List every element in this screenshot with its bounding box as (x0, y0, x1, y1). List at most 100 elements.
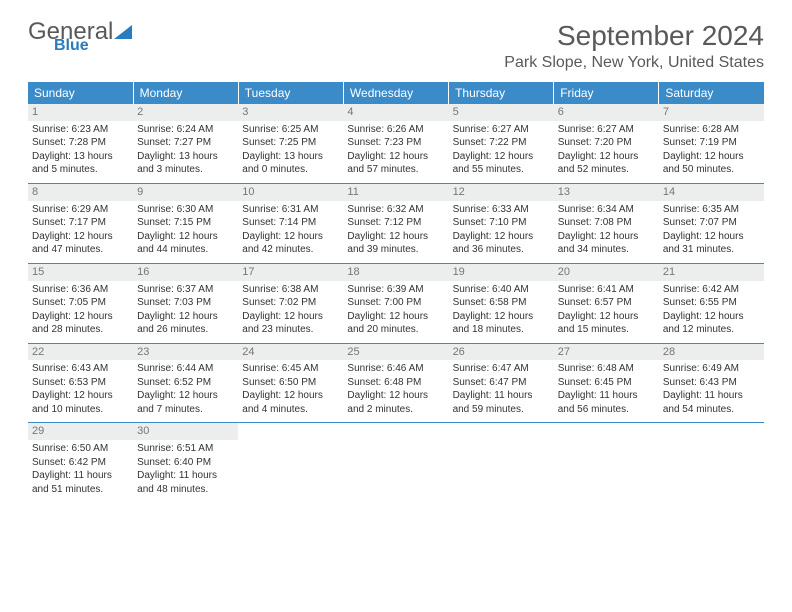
day-number: 4 (343, 104, 448, 121)
calendar-table: SundayMondayTuesdayWednesdayThursdayFrid… (28, 82, 764, 502)
day-d1: Daylight: 12 hours (663, 310, 760, 324)
day-sr: Sunrise: 6:27 AM (558, 123, 655, 137)
title-block: September 2024 Park Slope, New York, Uni… (504, 20, 764, 72)
day-number: 25 (343, 344, 448, 361)
day-number: 12 (449, 184, 554, 201)
day-d1: Daylight: 12 hours (137, 389, 234, 403)
day-header: Tuesday (238, 82, 343, 104)
day-d2: and 10 minutes. (32, 403, 129, 417)
day-ss: Sunset: 7:17 PM (32, 216, 129, 230)
day-details: Sunrise: 6:30 AMSunset: 7:15 PMDaylight:… (137, 203, 234, 257)
day-number: 8 (28, 184, 133, 201)
day-d2: and 31 minutes. (663, 243, 760, 257)
day-ss: Sunset: 7:25 PM (242, 136, 339, 150)
calendar-cell: 18Sunrise: 6:39 AMSunset: 7:00 PMDayligh… (343, 263, 448, 343)
day-details: Sunrise: 6:51 AMSunset: 6:40 PMDaylight:… (137, 442, 234, 496)
header: General Blue September 2024 Park Slope, … (28, 20, 764, 72)
calendar-cell-empty (238, 423, 343, 502)
day-d1: Daylight: 12 hours (32, 230, 129, 244)
day-details: Sunrise: 6:45 AMSunset: 6:50 PMDaylight:… (242, 362, 339, 416)
day-d1: Daylight: 12 hours (347, 389, 444, 403)
day-d1: Daylight: 11 hours (453, 389, 550, 403)
day-sr: Sunrise: 6:51 AM (137, 442, 234, 456)
day-d1: Daylight: 12 hours (558, 150, 655, 164)
day-ss: Sunset: 7:20 PM (558, 136, 655, 150)
day-ss: Sunset: 6:52 PM (137, 376, 234, 390)
day-ss: Sunset: 7:12 PM (347, 216, 444, 230)
day-details: Sunrise: 6:43 AMSunset: 6:53 PMDaylight:… (32, 362, 129, 416)
day-header: Wednesday (343, 82, 448, 104)
day-ss: Sunset: 6:55 PM (663, 296, 760, 310)
calendar-cell: 6 Sunrise: 6:27 AMSunset: 7:20 PMDaylight… (554, 104, 659, 183)
calendar-cell: 28Sunrise: 6:49 AMSunset: 6:43 PMDayligh… (659, 343, 764, 423)
day-ss: Sunset: 7:22 PM (453, 136, 550, 150)
day-d2: and 36 minutes. (453, 243, 550, 257)
day-d1: Daylight: 11 hours (663, 389, 760, 403)
day-sr: Sunrise: 6:43 AM (32, 362, 129, 376)
day-d2: and 5 minutes. (32, 163, 129, 177)
calendar-cell: 11Sunrise: 6:32 AMSunset: 7:12 PMDayligh… (343, 183, 448, 263)
day-number: 1 (28, 104, 133, 121)
day-d2: and 42 minutes. (242, 243, 339, 257)
day-number: 22 (28, 344, 133, 361)
day-number: 26 (449, 344, 554, 361)
day-number: 6 (554, 104, 659, 121)
calendar-cell: 25Sunrise: 6:46 AMSunset: 6:48 PMDayligh… (343, 343, 448, 423)
day-d2: and 44 minutes. (137, 243, 234, 257)
calendar-cell-empty (554, 423, 659, 502)
day-d2: and 4 minutes. (242, 403, 339, 417)
calendar-cell: 19Sunrise: 6:40 AMSunset: 6:58 PMDayligh… (449, 263, 554, 343)
day-sr: Sunrise: 6:33 AM (453, 203, 550, 217)
calendar-cell: 8Sunrise: 6:29 AMSunset: 7:17 PMDaylight… (28, 183, 133, 263)
day-d2: and 57 minutes. (347, 163, 444, 177)
calendar-cell-empty (659, 423, 764, 502)
day-details: Sunrise: 6:42 AMSunset: 6:55 PMDaylight:… (663, 283, 760, 337)
day-number: 20 (554, 264, 659, 281)
day-d2: and 47 minutes. (32, 243, 129, 257)
day-sr: Sunrise: 6:28 AM (663, 123, 760, 137)
day-sr: Sunrise: 6:34 AM (558, 203, 655, 217)
calendar-row: 1Sunrise: 6:23 AMSunset: 7:28 PMDaylight… (28, 104, 764, 183)
day-sr: Sunrise: 6:36 AM (32, 283, 129, 297)
day-d1: Daylight: 12 hours (242, 389, 339, 403)
day-details: Sunrise: 6:35 AMSunset: 7:07 PMDaylight:… (663, 203, 760, 257)
day-d1: Daylight: 12 hours (453, 310, 550, 324)
day-sr: Sunrise: 6:31 AM (242, 203, 339, 217)
day-ss: Sunset: 7:03 PM (137, 296, 234, 310)
calendar-cell: 21 Sunrise: 6:42 AMSunset: 6:55 PMDayligh… (659, 263, 764, 343)
day-header: Sunday (28, 82, 133, 104)
day-sr: Sunrise: 6:41 AM (558, 283, 655, 297)
day-details: Sunrise: 6:33 AMSunset: 7:10 PMDaylight:… (453, 203, 550, 257)
day-ss: Sunset: 7:28 PM (32, 136, 129, 150)
calendar-cell: 5Sunrise: 6:27 AMSunset: 7:22 PMDaylight… (449, 104, 554, 183)
day-number: 29 (28, 423, 133, 440)
day-d2: and 18 minutes. (453, 323, 550, 337)
day-details: Sunrise: 6:39 AMSunset: 7:00 PMDaylight:… (347, 283, 444, 337)
day-d1: Daylight: 12 hours (347, 230, 444, 244)
day-details: Sunrise: 6:50 AMSunset: 6:42 PMDaylight:… (32, 442, 129, 496)
calendar-cell: 1Sunrise: 6:23 AMSunset: 7:28 PMDaylight… (28, 104, 133, 183)
day-details: Sunrise: 6:34 AMSunset: 7:08 PMDaylight:… (558, 203, 655, 257)
day-details: Sunrise: 6:36 AMSunset: 7:05 PMDaylight:… (32, 283, 129, 337)
day-d1: Daylight: 12 hours (137, 230, 234, 244)
day-sr: Sunrise: 6:30 AM (137, 203, 234, 217)
day-ss: Sunset: 7:14 PM (242, 216, 339, 230)
day-ss: Sunset: 7:08 PM (558, 216, 655, 230)
calendar-cell: 20Sunrise: 6:41 AMSunset: 6:57 PMDayligh… (554, 263, 659, 343)
day-number: 19 (449, 264, 554, 281)
day-details: Sunrise: 6:38 AMSunset: 7:02 PMDaylight:… (242, 283, 339, 337)
day-d1: Daylight: 12 hours (242, 230, 339, 244)
day-header: Friday (554, 82, 659, 104)
day-d2: and 39 minutes. (347, 243, 444, 257)
day-ss: Sunset: 7:05 PM (32, 296, 129, 310)
day-ss: Sunset: 6:53 PM (32, 376, 129, 390)
day-number: 21 (659, 264, 764, 281)
day-ss: Sunset: 6:43 PM (663, 376, 760, 390)
day-d1: Daylight: 11 hours (137, 469, 234, 483)
calendar-cell: 15Sunrise: 6:36 AMSunset: 7:05 PMDayligh… (28, 263, 133, 343)
day-ss: Sunset: 6:58 PM (453, 296, 550, 310)
day-number: 23 (133, 344, 238, 361)
day-details: Sunrise: 6:24 AMSunset: 7:27 PMDaylight:… (137, 123, 234, 177)
day-ss: Sunset: 7:00 PM (347, 296, 444, 310)
calendar-cell: 23Sunrise: 6:44 AMSunset: 6:52 PMDayligh… (133, 343, 238, 423)
